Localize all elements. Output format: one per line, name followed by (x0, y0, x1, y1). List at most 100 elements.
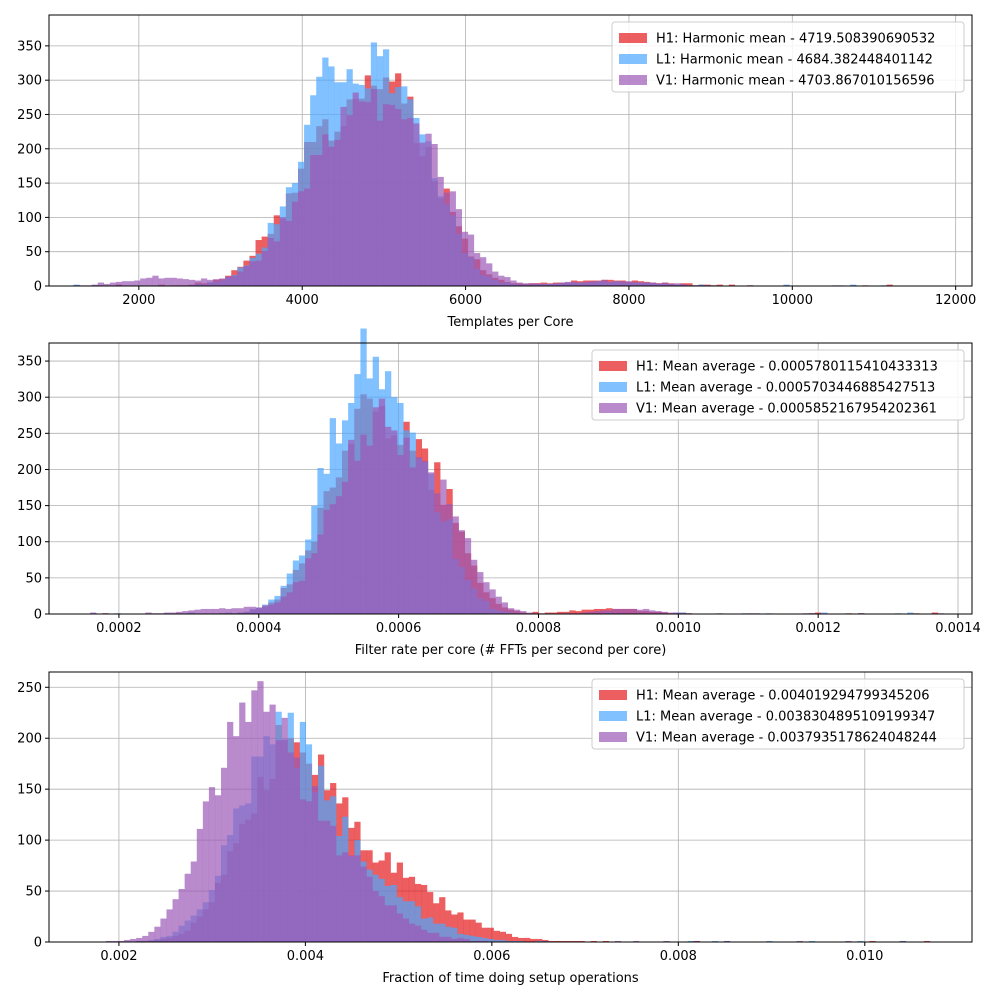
histogram-bar (655, 611, 662, 614)
histogram-bar (625, 281, 632, 286)
histogram-bar (522, 283, 529, 286)
histogram-bar (554, 940, 561, 942)
histogram-bar (643, 282, 651, 286)
histogram-bar (540, 283, 547, 286)
histogram-bar (434, 493, 441, 614)
histogram-bar (558, 282, 566, 286)
histogram-bar (366, 876, 373, 942)
histogram-bar (477, 572, 484, 614)
histogram-bar (415, 457, 422, 614)
histogram-bar (505, 940, 513, 942)
histogram-bar (923, 940, 931, 942)
histogram-bar (439, 897, 446, 942)
histogram-bar (663, 940, 670, 942)
histogram-bar (480, 257, 487, 286)
legend: H1: Mean average - 0.004019294799345206 L… (591, 678, 965, 750)
histogram-bar (455, 209, 462, 286)
histogram-bar (328, 146, 335, 286)
histogram-bar (109, 282, 117, 286)
series-3 (90, 398, 945, 614)
histogram-bar (407, 117, 414, 286)
histogram-bar (225, 276, 232, 286)
histogram-bar (563, 611, 570, 614)
histogram-bar (262, 605, 269, 614)
histogram-bar (492, 271, 499, 286)
legend-label: L1: Harmonic mean - 4684.382448401142 (656, 53, 933, 68)
histogram-bar (504, 277, 511, 286)
histogram-bar (317, 820, 325, 942)
histogram-bar (464, 538, 472, 614)
histogram-bar (311, 553, 318, 614)
histogram-bar (213, 279, 220, 286)
y-tick-label: 0 (34, 608, 42, 623)
histogram-bar (194, 280, 202, 286)
histogram-bar (140, 278, 147, 286)
y-tick-label: 50 (25, 245, 42, 260)
y-tick-label: 300 (17, 391, 42, 406)
y-tick-label: 250 (17, 681, 42, 696)
histogram-bar (487, 938, 494, 942)
histogram-bar (188, 279, 196, 286)
histogram-bar (239, 702, 246, 942)
histogram-bar (273, 241, 280, 286)
histogram-bar (661, 611, 668, 614)
histogram-bar (370, 89, 378, 287)
y-tick-label: 200 (17, 463, 42, 478)
histogram-bar (481, 940, 488, 942)
legend: H1: Mean average - 0.0005780115410433313… (591, 349, 965, 421)
x-tick-label: 0.0002 (96, 621, 142, 636)
histogram-bar (124, 939, 131, 942)
histogram-bar (433, 932, 440, 942)
histogram-bar (668, 283, 675, 286)
histogram-bar (249, 606, 257, 614)
histogram-bar (419, 142, 426, 286)
histogram-bar (184, 873, 191, 942)
x-tick-label: 12000 (935, 293, 976, 308)
histogram-bar (643, 608, 650, 614)
histogram-bar (534, 283, 541, 286)
y-tick-label: 150 (17, 177, 42, 192)
histogram-bar (194, 609, 201, 614)
histogram-bar (166, 909, 173, 942)
x-tick-label: 6000 (449, 293, 482, 308)
histogram-bar (577, 282, 584, 286)
histogram-bar (630, 608, 638, 614)
legend-label: H1: Mean average - 0.0005780115410433313 (636, 360, 938, 375)
histogram-bar (569, 610, 576, 614)
histogram-bar (285, 220, 293, 286)
histogram-bar (439, 923, 446, 942)
histogram-bar (602, 940, 610, 942)
histogram-bar (571, 281, 578, 286)
histogram-bar (587, 611, 595, 614)
histogram-bar (142, 935, 149, 942)
x-tick-label: 10000 (772, 293, 813, 308)
histogram-bar (420, 929, 428, 942)
histogram-bar (572, 940, 579, 942)
histogram-bar (469, 940, 476, 942)
histogram-bar (499, 939, 506, 942)
histogram-bar (372, 407, 379, 614)
histogram-bar (163, 612, 171, 614)
histogram-bar (352, 92, 359, 286)
histogram-bar (583, 281, 590, 286)
histogram-bar (298, 580, 306, 614)
y-tick-label: 350 (17, 39, 42, 54)
legend-swatch (599, 403, 627, 413)
histogram-bar (334, 139, 341, 286)
histogram-bar (403, 437, 410, 614)
histogram-bar (316, 154, 323, 286)
histogram-bar (589, 281, 596, 286)
histogram-bar (613, 281, 620, 286)
histogram-bar (90, 612, 97, 614)
histogram-bar (310, 154, 317, 286)
histogram-bar (469, 935, 476, 942)
y-tick-label: 150 (17, 783, 42, 798)
histogram-bar (280, 596, 287, 614)
histogram-bar (536, 940, 543, 942)
x-tick-label: 0.008 (660, 949, 697, 964)
histogram-bar (219, 608, 226, 614)
histogram-bar (172, 899, 179, 942)
y-tick-label: 0 (34, 936, 42, 951)
histogram-bar (631, 281, 638, 286)
